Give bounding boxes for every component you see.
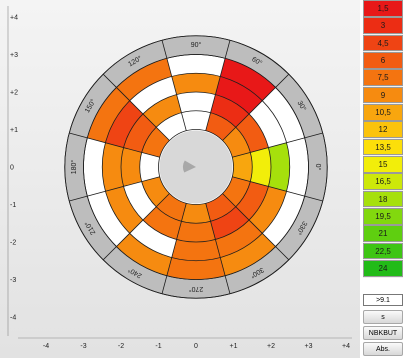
legend-item: 6 — [363, 52, 403, 69]
radial-gridline — [232, 176, 323, 202]
legend-item: 12 — [363, 121, 403, 138]
y-tick-label: -2 — [10, 240, 16, 247]
x-tick-label: -1 — [155, 343, 161, 350]
polar-cell — [220, 233, 276, 276]
polar-chart: 0°30°60°90°120°150°180°210°240°270°300°3… — [7, 6, 352, 350]
x-tick-label: +4 — [342, 343, 350, 350]
y-tick-label: +1 — [10, 127, 18, 134]
legend-item: 9 — [363, 86, 403, 104]
polar-cell — [210, 206, 250, 240]
ring-gridline — [64, 35, 328, 299]
radial-gridline — [205, 40, 231, 131]
radial-gridline — [161, 203, 187, 294]
polar-cell — [105, 100, 143, 148]
polar-cell — [87, 87, 130, 143]
polar-cell — [215, 76, 263, 114]
y-tick-label: +4 — [10, 15, 18, 22]
legend-item: 18 — [363, 190, 403, 208]
radial-gridline — [161, 40, 187, 131]
legend-item: 3 — [363, 17, 403, 34]
polar-cell — [181, 203, 211, 224]
color-legend: 1,5 3 4,5 6 7,5 9 10,5 12 13,5 15 16,5 18 19,5 21 22,5… — [363, 0, 403, 278]
y-tick-label: +2 — [10, 90, 18, 97]
polar-cell — [232, 152, 253, 182]
radial-gridline — [69, 132, 160, 158]
nbkbut-button[interactable]: NBKBUT — [363, 326, 403, 340]
abs-button[interactable]: Abs. — [363, 342, 403, 356]
x-tick-label: -4 — [43, 343, 49, 350]
x-tick-label: +2 — [267, 343, 275, 350]
polar-cell — [176, 221, 216, 242]
y-tick-label: -4 — [10, 315, 16, 322]
x-tick-label: -3 — [80, 343, 86, 350]
angle-label: 0° — [314, 164, 322, 171]
polar-cell — [220, 58, 276, 101]
polar-cell — [142, 94, 182, 128]
radial-gridline — [69, 176, 160, 202]
polar-cell — [249, 186, 287, 234]
y-tick-label: -1 — [10, 202, 16, 209]
legend-item: 16,5 — [363, 173, 403, 190]
x-tick-label: 0 — [194, 343, 198, 350]
legend-item: 10,5 — [363, 104, 403, 121]
radial-gridline — [102, 73, 170, 141]
legend-item: 22,5 — [363, 242, 403, 260]
center-wedge — [183, 160, 196, 173]
ring-gridline — [120, 91, 272, 243]
polar-cell — [142, 206, 182, 240]
legend-item: 4,5 — [363, 34, 403, 52]
legend-item: 21 — [363, 225, 403, 242]
polar-cell — [215, 220, 263, 258]
y-tick-label: 0 — [10, 165, 14, 172]
polar-cell — [235, 113, 269, 153]
legend-item: 1,5 — [363, 0, 403, 17]
legend-item: 13,5 — [363, 138, 403, 156]
y-tick-label: +3 — [10, 52, 18, 59]
polar-chart-area: 0° 30° 60° 90° 120° 150° 180° 210° 240° 270° 300° 3… — [0, 0, 360, 358]
polar-cell — [171, 239, 221, 261]
radial-gridline — [222, 193, 290, 261]
polar-cell — [102, 142, 124, 192]
angle-label: 90° — [191, 41, 202, 49]
radial-gridline — [232, 132, 323, 158]
ring-gridline — [158, 129, 234, 205]
ring-gridline — [139, 110, 253, 224]
polar-cell — [116, 58, 172, 101]
polar-cell — [235, 181, 269, 221]
polar-cell — [250, 147, 271, 187]
angle-label: 270° — [189, 285, 204, 293]
radial-gridline — [222, 73, 290, 141]
polar-cell — [116, 233, 172, 276]
polar-cell — [166, 257, 226, 280]
radial-gridline — [205, 203, 231, 294]
ring-gridline — [83, 54, 309, 280]
polar-cell — [268, 142, 290, 192]
polar-cell — [171, 73, 221, 95]
threshold-value-box[interactable]: >9.1 — [363, 294, 403, 306]
angle-label: 180° — [70, 160, 78, 175]
s-button[interactable]: s — [363, 310, 403, 324]
legend-item: 15 — [363, 156, 403, 173]
legend-item: 24 — [363, 260, 403, 277]
x-tick-label: +3 — [305, 343, 313, 350]
polar-cell — [121, 147, 142, 187]
y-tick-label: -3 — [10, 277, 16, 284]
legend-item: 7,5 — [363, 69, 403, 86]
radial-gridline — [102, 193, 170, 261]
polar-cell — [123, 113, 157, 153]
polar-cell — [105, 186, 143, 234]
ring-gridline — [101, 72, 291, 262]
x-tick-label: -2 — [118, 343, 124, 350]
legend-item: 19,5 — [363, 208, 403, 225]
x-tick-label: +1 — [230, 343, 238, 350]
polar-cell — [210, 94, 250, 128]
